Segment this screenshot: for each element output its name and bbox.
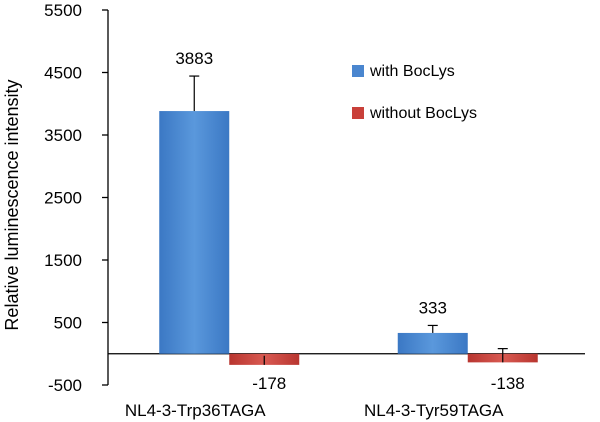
data-label: -178 (252, 374, 286, 393)
y-axis-label: Relative luminescence intensity (2, 79, 22, 330)
legend-swatch (352, 107, 364, 119)
bar (159, 111, 230, 354)
data-label: -138 (491, 374, 525, 393)
axes: 5500 4500 3500 2500 1500 500 -500 NL4-3-Trp36TA… (44, 1, 585, 420)
y-tick-label: 1500 (44, 251, 82, 270)
y-tick-label: 2500 (44, 189, 82, 208)
y-tick-label: 4500 (44, 64, 82, 83)
y-tick-label: 5500 (44, 1, 82, 20)
category-label: NL4-3-Tyr59TAGA (364, 401, 504, 420)
legend-label: with BocLys (369, 63, 455, 80)
legend-swatch (352, 65, 364, 77)
bar (397, 332, 468, 354)
data-label: 3883 (175, 49, 213, 68)
y-tick-label: 500 (54, 314, 82, 333)
bars: 3883 -178 333 -138 (159, 49, 538, 393)
y-tick-label: -500 (48, 376, 82, 395)
legend: with BocLys without BocLys (352, 63, 477, 122)
legend-label: without BocLys (369, 105, 477, 122)
y-tick-label: 3500 (44, 126, 82, 145)
data-label: 333 (419, 298, 447, 317)
category-label: NL4-3-Trp36TAGA (125, 401, 266, 420)
